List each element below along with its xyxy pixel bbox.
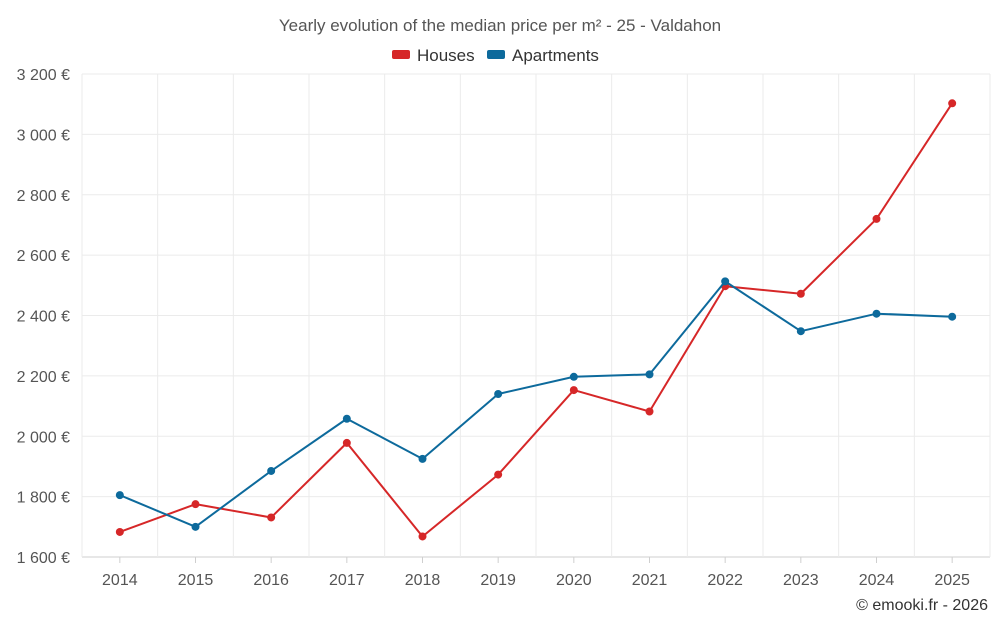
data-point-apartments-2016[interactable]	[267, 466, 276, 475]
y-tick-label: 2 200 €	[17, 369, 70, 386]
x-tick-label: 2023	[783, 572, 819, 589]
legend-swatch-apartments	[487, 50, 505, 59]
x-tick-label: 2022	[707, 572, 743, 589]
data-point-houses-2015[interactable]	[191, 500, 200, 509]
data-point-houses-2019[interactable]	[494, 470, 503, 479]
data-point-houses-2023[interactable]	[796, 289, 805, 298]
y-tick-label: 2 000 €	[17, 429, 70, 446]
data-point-apartments-2018[interactable]	[418, 454, 427, 463]
series-houses	[115, 99, 957, 541]
data-point-apartments-2019[interactable]	[494, 389, 503, 398]
data-point-apartments-2014[interactable]	[115, 491, 124, 500]
legend-label-apartments[interactable]: Apartments	[512, 46, 599, 65]
series-layer	[115, 99, 957, 541]
y-tick-label: 1 800 €	[17, 490, 70, 507]
series-line-apartments	[119, 280, 953, 528]
data-point-houses-2017[interactable]	[342, 438, 351, 447]
legend: Houses Apartments	[392, 46, 599, 65]
x-tick-label: 2024	[859, 572, 895, 589]
grid	[81, 73, 991, 558]
series-line-houses	[119, 102, 954, 538]
data-point-apartments-2025[interactable]	[948, 312, 957, 321]
data-point-apartments-2024[interactable]	[872, 309, 881, 318]
y-tick-label: 3 200 €	[17, 67, 70, 84]
x-tick-label: 2014	[102, 572, 138, 589]
x-tick-label: 2018	[405, 572, 441, 589]
x-tick-label: 2016	[253, 572, 289, 589]
data-point-houses-2025[interactable]	[948, 99, 957, 108]
data-point-apartments-2021[interactable]	[645, 370, 654, 379]
y-tick-label: 2 800 €	[17, 188, 70, 205]
y-tick-label: 3 000 €	[17, 127, 70, 144]
x-tick-label: 2019	[480, 572, 516, 589]
x-tick-label: 2017	[329, 572, 365, 589]
data-point-houses-2018[interactable]	[418, 532, 427, 541]
series-apartments	[115, 277, 957, 531]
legend-swatch-houses	[392, 50, 410, 59]
x-axis-ticks: 2014 2015 2016 2017 2018 2019 2020 2021 2022 2023…	[102, 557, 970, 589]
y-tick-label: 2 400 €	[17, 309, 70, 326]
data-point-apartments-2022[interactable]	[721, 277, 730, 286]
y-tick-label: 1 600 €	[17, 550, 70, 567]
chart-title: Yearly evolution of the median price per…	[279, 16, 721, 35]
data-point-houses-2021[interactable]	[645, 407, 654, 416]
data-point-houses-2020[interactable]	[569, 386, 578, 395]
y-tick-label: 2 600 €	[17, 248, 70, 265]
credit-text: © emooki.fr - 2026	[856, 597, 988, 614]
data-point-apartments-2020[interactable]	[569, 372, 578, 381]
x-tick-label: 2025	[934, 572, 970, 589]
data-point-apartments-2015[interactable]	[191, 522, 200, 531]
data-point-apartments-2023[interactable]	[796, 327, 805, 336]
data-point-houses-2024[interactable]	[872, 214, 881, 223]
data-point-houses-2014[interactable]	[115, 527, 124, 536]
data-point-apartments-2017[interactable]	[342, 414, 351, 423]
x-tick-label: 2020	[556, 572, 592, 589]
x-tick-label: 2015	[178, 572, 214, 589]
data-point-houses-2016[interactable]	[267, 513, 276, 522]
x-tick-label: 2021	[632, 572, 668, 589]
legend-label-houses[interactable]: Houses	[417, 46, 475, 65]
y-axis-ticks: 1 600 € 1 800 € 2 000 € 2 200 € 2 400 € 2 600…	[17, 67, 70, 567]
